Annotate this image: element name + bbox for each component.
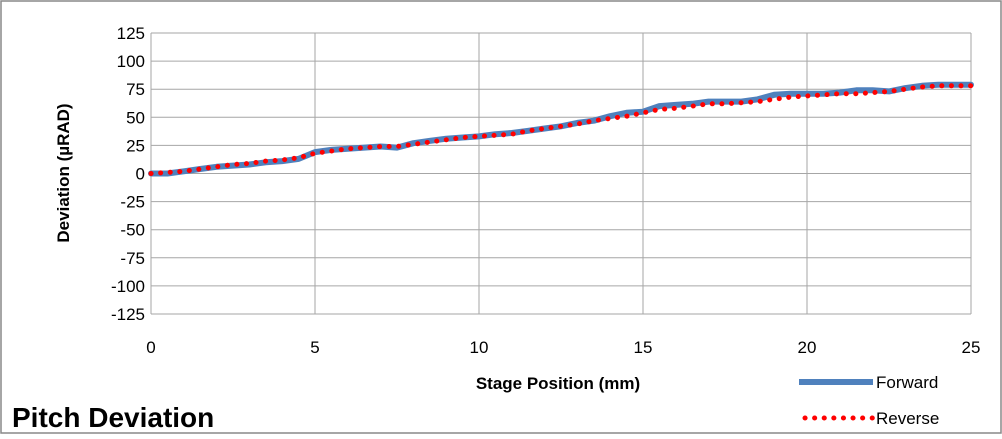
y-tick-label: -50 xyxy=(120,221,145,240)
x-axis-title: Stage Position (mm) xyxy=(476,374,640,393)
x-tick-label: 10 xyxy=(470,338,489,357)
y-tick-label: 100 xyxy=(117,52,145,71)
legend-reverse-label: Reverse xyxy=(876,409,939,428)
y-tick-label: -25 xyxy=(120,193,145,212)
y-tick-label: 50 xyxy=(126,108,145,127)
y-tick-label: 0 xyxy=(136,165,145,184)
chart-title: Pitch Deviation xyxy=(12,402,214,433)
series-reverse-line xyxy=(148,83,974,176)
legend-forward-label: Forward xyxy=(876,373,938,392)
y-tick-label: 75 xyxy=(126,80,145,99)
x-tick-label: 25 xyxy=(962,338,981,357)
y-axis-title: Deviation (µRAD) xyxy=(54,103,73,242)
x-tick-label: 0 xyxy=(146,338,155,357)
legend: Forward Reverse xyxy=(799,373,939,428)
y-tick-label: 25 xyxy=(126,136,145,155)
series-layer xyxy=(148,81,974,177)
y-tick-label: -75 xyxy=(120,249,145,268)
x-tick-label: 20 xyxy=(798,338,817,357)
y-tick-labels: 125 100 75 50 25 0 -25 -50 -75 -100 -125 xyxy=(111,24,145,324)
y-tick-label: -100 xyxy=(111,277,145,296)
x-tick-label: 5 xyxy=(310,338,319,357)
x-tick-labels: 0 5 10 15 20 25 xyxy=(146,338,980,357)
grid-layer xyxy=(150,32,972,315)
y-tick-label: -125 xyxy=(111,305,145,324)
x-tick-label: 15 xyxy=(634,338,653,357)
y-tick-label: 125 xyxy=(117,24,145,43)
